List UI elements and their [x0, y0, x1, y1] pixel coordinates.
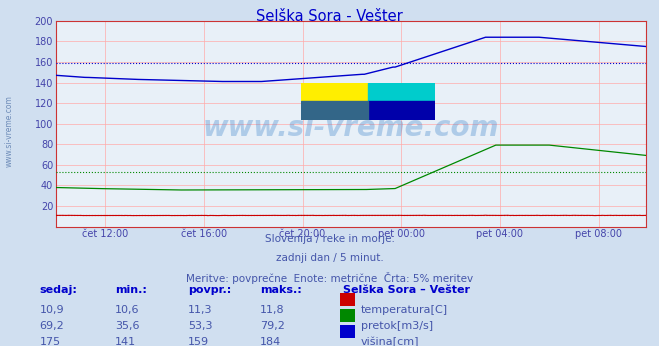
Text: Meritve: povprečne  Enote: metrične  Črta: 5% meritev: Meritve: povprečne Enote: metrične Črta:… — [186, 272, 473, 284]
Text: 79,2: 79,2 — [260, 321, 285, 331]
Text: 184: 184 — [260, 337, 281, 346]
Text: 53,3: 53,3 — [188, 321, 212, 331]
Bar — [301, 101, 368, 120]
Text: maks.:: maks.: — [260, 285, 302, 295]
Bar — [301, 83, 368, 101]
Text: temperatura[C]: temperatura[C] — [361, 305, 448, 315]
Text: 11,8: 11,8 — [260, 305, 285, 315]
Text: 141: 141 — [115, 337, 136, 346]
Text: 175: 175 — [40, 337, 61, 346]
Text: povpr.:: povpr.: — [188, 285, 231, 295]
Text: Slovenija / reke in morje.: Slovenija / reke in morje. — [264, 234, 395, 244]
Text: www.si-vreme.com: www.si-vreme.com — [5, 95, 14, 167]
Text: 11,3: 11,3 — [188, 305, 212, 315]
Text: Selška Sora - Vešter: Selška Sora - Vešter — [256, 9, 403, 24]
Bar — [368, 83, 435, 101]
Text: 10,6: 10,6 — [115, 305, 140, 315]
Text: 10,9: 10,9 — [40, 305, 64, 315]
Text: pretok[m3/s]: pretok[m3/s] — [361, 321, 433, 331]
Text: 35,6: 35,6 — [115, 321, 140, 331]
Text: sedaj:: sedaj: — [40, 285, 77, 295]
Text: Selška Sora – Vešter: Selška Sora – Vešter — [343, 285, 470, 295]
Text: min.:: min.: — [115, 285, 147, 295]
Text: www.si-vreme.com: www.si-vreme.com — [203, 114, 499, 142]
Bar — [368, 101, 435, 120]
Text: 69,2: 69,2 — [40, 321, 65, 331]
Text: zadnji dan / 5 minut.: zadnji dan / 5 minut. — [275, 253, 384, 263]
Text: 159: 159 — [188, 337, 209, 346]
Text: višina[cm]: višina[cm] — [361, 337, 420, 346]
